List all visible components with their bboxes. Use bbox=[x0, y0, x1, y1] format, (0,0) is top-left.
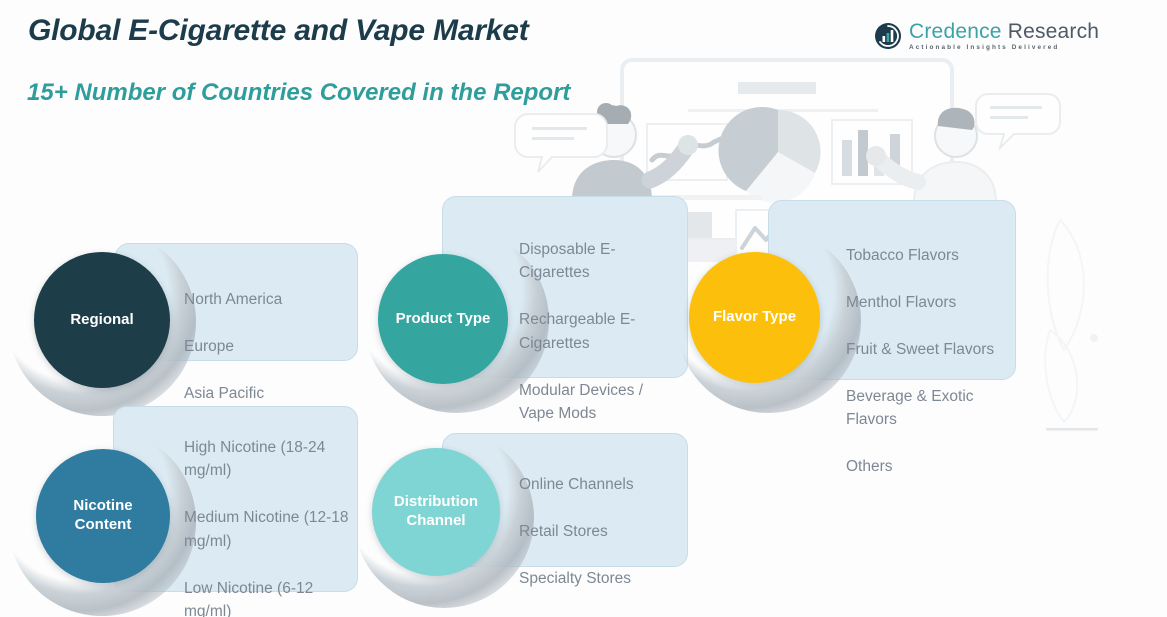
segment-nicotine-content-list: High Nicotine (18-24 mg/ml) Medium Nicot… bbox=[184, 412, 350, 617]
segment-regional-label: Regional bbox=[70, 310, 134, 328]
list-item: Rechargeable E-Cigarettes bbox=[519, 311, 636, 352]
list-item: Medium Nicotine (12-18 mg/ml) bbox=[184, 509, 349, 550]
logo-name: Credence Research bbox=[909, 21, 1099, 42]
segment-flavor-type-circle[interactable]: Flavor Type bbox=[689, 252, 820, 383]
segment-regional-circle[interactable]: Regional bbox=[34, 252, 170, 388]
speech-bubble-right bbox=[975, 93, 1061, 152]
list-item: Specialty Stores bbox=[519, 569, 631, 587]
list-item: North America bbox=[184, 290, 283, 308]
list-item: Beverage & Exotic Flavors bbox=[846, 387, 974, 429]
logo-tagline: Actionable Insights Delivered bbox=[909, 44, 1060, 51]
line-chart bbox=[646, 123, 728, 181]
list-item: Tobacco Flavors bbox=[846, 246, 959, 264]
list-item: Modular Devices / Vape Mods bbox=[519, 381, 644, 423]
page-title: Global E-Cigarette and Vape Market bbox=[28, 14, 529, 47]
segment-flavor-type-label: Flavor Type bbox=[712, 308, 797, 326]
segment-distribution-channel-label: Distribution Channel bbox=[393, 493, 479, 529]
page-subtitle: 15+ Number of Countries Covered in the R… bbox=[27, 79, 571, 106]
segment-flavor-type-list: Tobacco Flavors Menthol Flavors Fruit & … bbox=[846, 220, 1016, 503]
segment-nicotine-content-circle[interactable]: Nicotine Content bbox=[36, 449, 170, 583]
list-item: Others bbox=[846, 458, 893, 476]
list-item: Europe bbox=[184, 337, 234, 355]
leaf-decoration bbox=[1044, 218, 1098, 431]
speech-bubble-left bbox=[514, 113, 608, 173]
segment-product-type-label: Product Type bbox=[395, 309, 491, 327]
list-item: Retail Stores bbox=[519, 522, 608, 540]
bar-chart bbox=[831, 119, 913, 185]
logo-name-part2: Research bbox=[1007, 20, 1100, 43]
segment-nicotine-content-label: Nicotine Content bbox=[73, 497, 133, 533]
pie-chart bbox=[718, 106, 821, 203]
logo-name-part1: Credence bbox=[909, 20, 1002, 43]
list-item: Disposable E-Cigarettes bbox=[519, 240, 616, 282]
list-item: Fruit & Sweet Flavors bbox=[846, 340, 995, 358]
segment-product-type-circle[interactable]: Product Type bbox=[378, 254, 508, 384]
segment-distribution-channel-circle[interactable]: Distribution Channel bbox=[372, 448, 500, 576]
list-item: Menthol Flavors bbox=[846, 293, 957, 311]
list-item: Asia Pacific bbox=[184, 384, 265, 402]
list-item: Online Channels bbox=[519, 475, 634, 493]
list-item: Low Nicotine (6-12 mg/ml) bbox=[184, 579, 314, 617]
segment-distribution-channel-list: Online Channels Retail Stores Specialty … bbox=[519, 449, 679, 617]
bar-chart-circle-icon bbox=[875, 23, 901, 50]
brand-logo: Credence Research Actionable Insights De… bbox=[874, 21, 1099, 51]
list-item: High Nicotine (18-24 mg/ml) bbox=[184, 438, 326, 480]
